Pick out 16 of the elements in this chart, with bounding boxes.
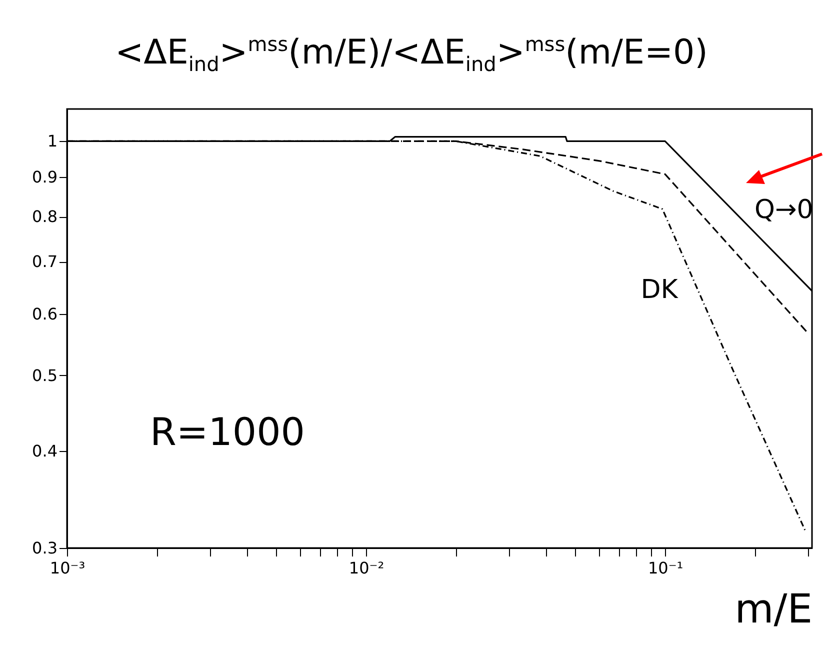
x-tick-label: 10⁻¹ (648, 558, 684, 578)
y-tick-label: 0.4 (32, 441, 58, 460)
chart-title: <ΔE$_{ind}$>$^{mss}$(m/E)/<ΔE$_{ind}$>$^{mss}$(m/E=0) (115, 32, 708, 76)
y-tick-label: 0.9 (32, 167, 58, 186)
x-tick-label: 10⁻³ (50, 558, 86, 578)
annotation: R=1000 (150, 410, 305, 454)
y-tick-label: 1 (47, 132, 58, 151)
y-tick-label: 0.8 (32, 207, 58, 226)
x-tick-label: 10⁻² (348, 558, 384, 578)
series-label: Q→0 (754, 195, 814, 226)
y-tick-label: 0.3 (32, 538, 58, 558)
x-axis-title: m/E (734, 586, 812, 632)
y-tick-label: 0.5 (32, 366, 58, 385)
y-tick-label: 0.7 (32, 252, 58, 272)
series-label: DK (640, 274, 679, 305)
y-tick-label: 0.6 (32, 304, 58, 324)
